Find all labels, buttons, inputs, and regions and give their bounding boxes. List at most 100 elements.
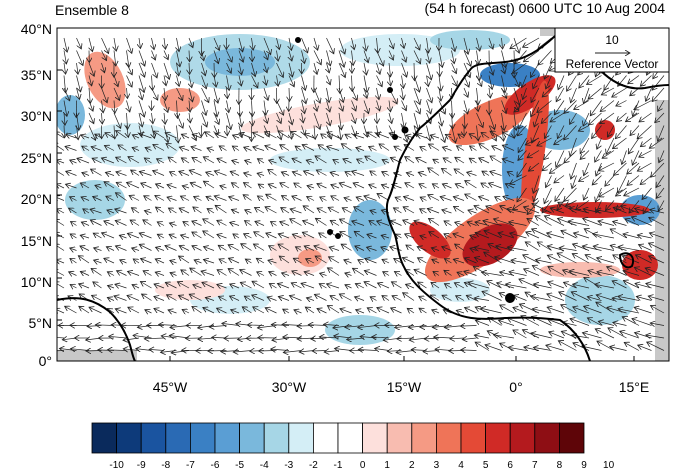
wind-vector (403, 293, 415, 301)
wind-vector (456, 146, 465, 151)
wind-vector (238, 50, 243, 63)
wind-vector (659, 150, 665, 163)
wind-vector (635, 209, 652, 214)
wind-vector (330, 220, 340, 226)
wind-vector (65, 146, 77, 150)
wind-vector (451, 125, 456, 143)
wind-vector (183, 222, 190, 226)
wind-vector (451, 75, 457, 87)
wind-vector (302, 100, 305, 114)
wind-vector (419, 308, 427, 313)
wind-vector (419, 296, 427, 300)
wind-vector (601, 87, 615, 95)
wind-vector (418, 258, 427, 264)
wind-vector (189, 294, 202, 301)
wind-vector (151, 87, 158, 100)
wind-vector (214, 125, 218, 135)
wind-vector (204, 247, 215, 251)
wind-vector (413, 37, 420, 50)
wind-vector (244, 173, 252, 176)
wind-vector (455, 157, 465, 164)
wind-vector (126, 75, 133, 88)
wind-vector (426, 100, 431, 114)
wind-vector (427, 37, 429, 53)
lat-tick-35n: 35°N (21, 67, 52, 83)
wind-vector (376, 75, 383, 87)
wind-vector (243, 195, 252, 201)
wind-vector (168, 310, 177, 313)
wind-vector (474, 206, 490, 214)
wind-vector (82, 173, 90, 176)
wind-vector (152, 50, 156, 61)
wind-vector (218, 245, 227, 251)
wind-vector (650, 323, 665, 326)
wind-vector (177, 75, 180, 87)
wind-vector (264, 50, 268, 60)
wind-vector (600, 100, 615, 112)
wind-vector (377, 87, 380, 100)
wind-vector (470, 235, 477, 238)
wind-vector (618, 247, 640, 251)
wind-vector (252, 281, 265, 289)
wind-vector (191, 147, 202, 151)
wind-vector (356, 148, 365, 151)
wind-vector (475, 307, 490, 314)
wind-vector (254, 232, 265, 239)
wind-vector (201, 75, 207, 89)
wind-vector (542, 87, 552, 97)
wind-vector (92, 158, 102, 164)
wind-vector (64, 75, 66, 93)
wind-vector (344, 198, 352, 201)
wind-vector (140, 282, 152, 289)
wind-vector (167, 185, 177, 188)
wind-vector (102, 62, 105, 73)
wind-vector (479, 197, 490, 201)
wind-vector (413, 50, 421, 64)
wind-vector (132, 135, 140, 138)
wind-vector (252, 37, 254, 50)
wind-vector (166, 144, 177, 151)
wind-vector (404, 145, 415, 151)
wind-vector (510, 37, 527, 49)
wind-vector (295, 146, 302, 150)
wind-vector (536, 260, 552, 263)
wind-vector (219, 259, 227, 263)
wind-vector (283, 337, 302, 338)
wind-vector (414, 62, 415, 81)
wind-vector (169, 223, 177, 226)
wind-vector (340, 232, 352, 239)
wind-vector (429, 218, 440, 226)
wind-vector (524, 269, 540, 276)
wind-vector (571, 292, 590, 301)
wind-vector (177, 282, 190, 289)
wind-vector (464, 271, 477, 276)
wind-vector (434, 337, 452, 338)
wind-vector (153, 145, 165, 151)
wind-vector (303, 206, 315, 214)
wind-vector (217, 270, 227, 276)
wind-vector (388, 37, 394, 49)
wind-vector (189, 170, 202, 176)
wind-vector (240, 282, 252, 289)
wind-vector (593, 246, 615, 251)
wind-vector (231, 210, 240, 214)
wind-vector (280, 222, 290, 226)
wind-vector (493, 335, 515, 338)
wind-vector (549, 332, 565, 339)
wind-vector (253, 244, 265, 251)
wind-vector (584, 162, 590, 176)
wind-vector (356, 310, 365, 313)
wind-vector (64, 112, 65, 125)
reference-vector-magnitude: 10 (605, 33, 619, 47)
wind-vector (203, 308, 215, 314)
wind-vector (597, 137, 602, 149)
wind-vector (531, 100, 540, 117)
wind-vector (327, 75, 331, 85)
wind-vector (542, 200, 552, 213)
wind-vector (369, 221, 377, 226)
wind-vector (102, 100, 104, 113)
wind-vector (634, 307, 652, 314)
wind-vector (649, 256, 665, 264)
wind-vector (167, 295, 177, 301)
wind-vector (353, 268, 365, 276)
